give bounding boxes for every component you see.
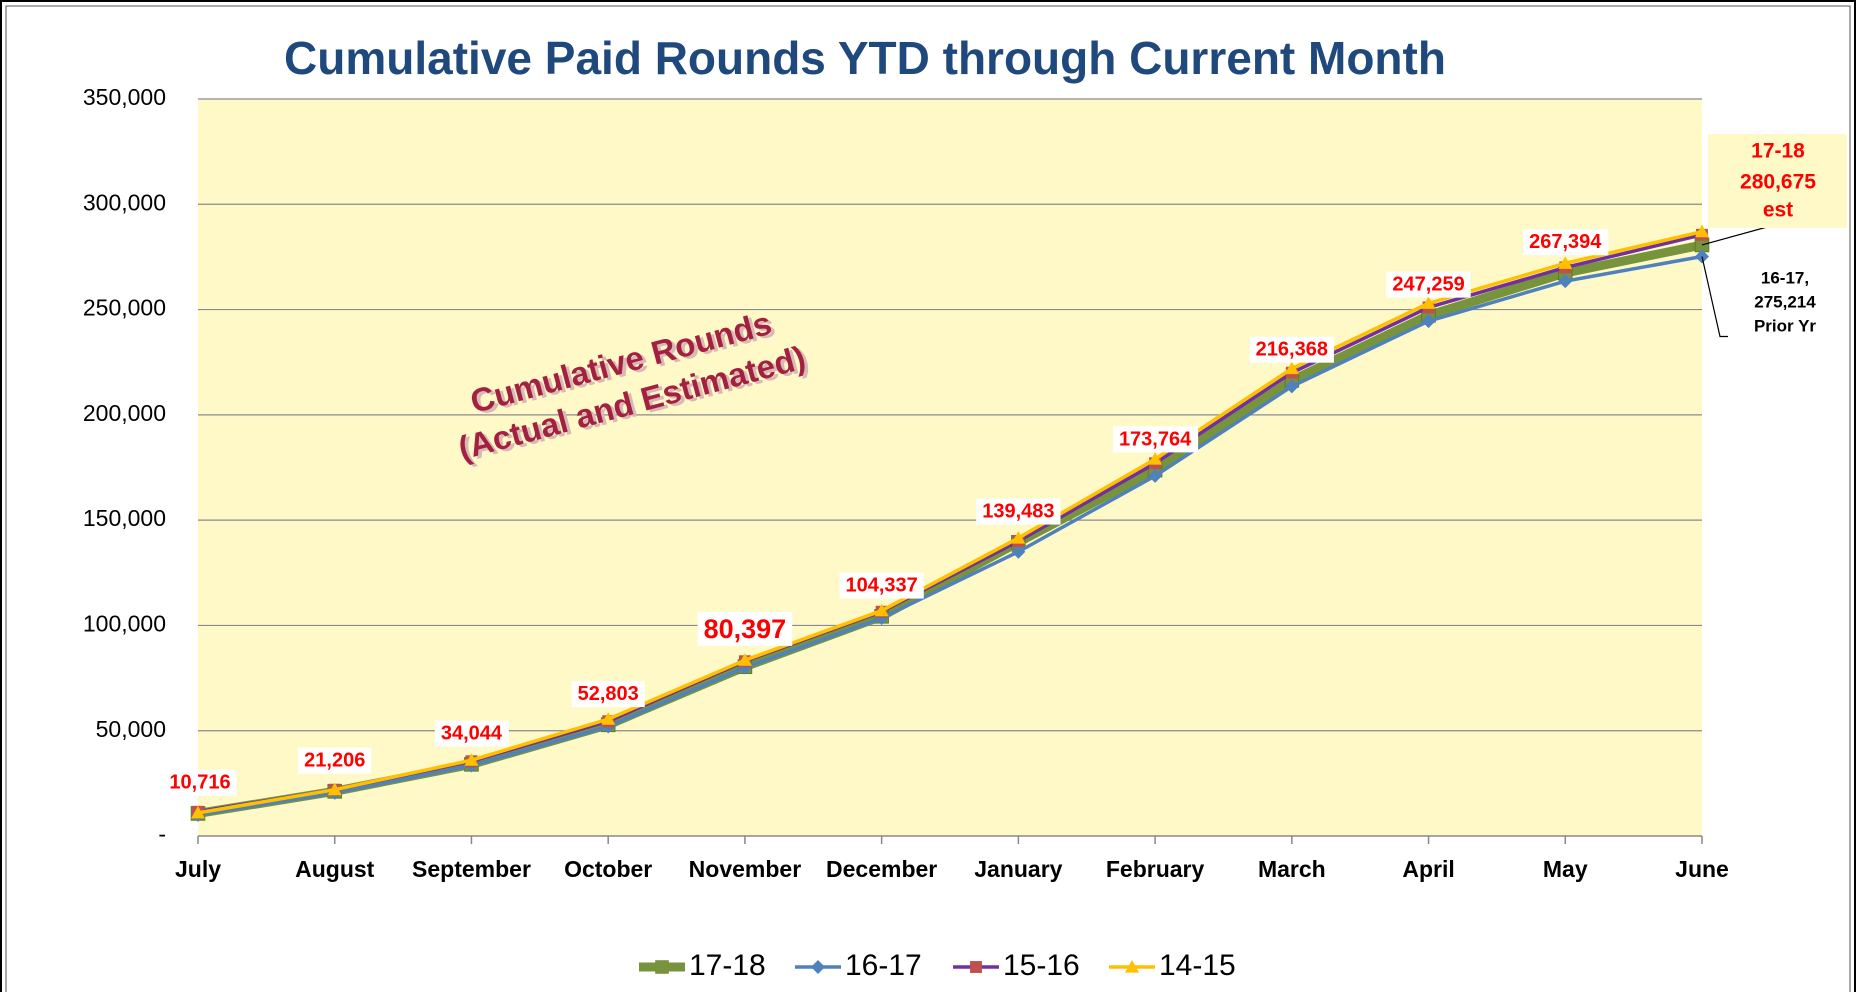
marker <box>1011 531 1026 544</box>
legend-label: 14-15 <box>1159 949 1236 982</box>
data-label-bg <box>1112 426 1199 453</box>
data-label-bg <box>571 681 645 708</box>
data-label: 34,044 <box>434 720 509 747</box>
marker <box>874 603 889 617</box>
annotation-text: 16-17, <box>1761 268 1809 287</box>
data-label: 173,764 <box>1112 426 1199 453</box>
marker <box>1558 256 1573 269</box>
data-label: 52,803 <box>571 681 645 708</box>
data-label-text: 139,483 <box>982 501 1054 523</box>
marker <box>970 961 982 973</box>
data-label-bg <box>163 769 237 796</box>
x-tick-label: September <box>412 856 531 882</box>
y-tick-label: 150,000 <box>83 505 166 531</box>
marker <box>1011 544 1026 559</box>
legend-label: 17-18 <box>689 949 766 982</box>
legend-label: 15-16 <box>1003 949 1080 982</box>
leader-line <box>1701 256 1728 338</box>
data-label-text: 52,803 <box>578 683 639 705</box>
data-label: 139,483 <box>976 498 1061 525</box>
y-tick-label: 50,000 <box>96 716 166 742</box>
data-label-text: 34,044 <box>441 723 503 745</box>
marker <box>1284 361 1299 375</box>
marker <box>1148 468 1163 483</box>
marker <box>1421 296 1436 309</box>
data-label: 10,716 <box>163 769 237 796</box>
data-label-text: 247,259 <box>1392 274 1464 296</box>
series-line <box>197 254 1703 817</box>
annotation-text: 17-18 <box>1751 140 1805 163</box>
annotation-box <box>1708 134 1847 228</box>
x-tick-label: October <box>564 856 652 882</box>
x-tick-label: July <box>175 856 221 882</box>
y-tick-label: 200,000 <box>83 400 166 426</box>
data-label: 104,337 <box>839 572 924 599</box>
data-label-text: 10,716 <box>169 772 230 794</box>
data-label: 80,397 <box>697 611 793 646</box>
x-tick-label: May <box>1543 856 1588 882</box>
y-tick-label: 250,000 <box>83 295 166 321</box>
data-label: 247,259 <box>1386 271 1471 298</box>
y-tick-label: 100,000 <box>83 611 166 637</box>
data-label-bg <box>839 572 924 599</box>
data-label-bg <box>1523 229 1609 256</box>
annotation-text: Prior Yr <box>1754 316 1816 335</box>
data-label: 267,394 <box>1523 229 1609 256</box>
marker <box>811 960 825 974</box>
marker <box>737 653 752 666</box>
x-tick-label: August <box>295 856 375 882</box>
annotation-text: 280,675 <box>1740 171 1816 194</box>
x-tick-label: December <box>826 856 937 882</box>
y-tick-label: - <box>158 821 166 847</box>
data-label-text: 216,368 <box>1256 339 1328 361</box>
chart-title: Cumulative Paid Rounds YTD through Curre… <box>284 32 1446 84</box>
marker <box>1284 379 1299 394</box>
plot-area <box>198 99 1702 836</box>
marker <box>1148 452 1163 465</box>
data-label-bg <box>434 720 509 747</box>
x-tick-label: January <box>974 856 1062 882</box>
marker <box>1421 314 1436 329</box>
y-tick-label: 350,000 <box>83 84 166 110</box>
x-tick-label: March <box>1258 856 1326 882</box>
marker <box>1125 960 1139 973</box>
data-label: 216,368 <box>1249 336 1334 363</box>
data-label-text: 21,206 <box>304 750 365 772</box>
x-tick-label: April <box>1402 856 1454 882</box>
marker <box>601 712 616 725</box>
data-label-bg <box>298 747 372 774</box>
chart-inner-border <box>5 5 1851 992</box>
data-label-text: 104,337 <box>845 575 917 597</box>
data-label-bg <box>1249 336 1334 363</box>
data-label: 21,206 <box>298 747 372 774</box>
marker <box>1558 274 1573 289</box>
x-tick-label: February <box>1106 856 1205 882</box>
marker <box>1695 224 1709 238</box>
y-tick-label: 300,000 <box>83 189 166 215</box>
annotation-text: 275,214 <box>1754 292 1816 311</box>
marker <box>464 753 479 766</box>
annotation-text: est <box>1763 199 1793 222</box>
data-label-bg <box>1386 271 1471 298</box>
data-label-text: 80,397 <box>704 614 787 644</box>
x-tick-label: November <box>689 856 802 882</box>
x-tick-label: June <box>1675 856 1729 882</box>
marker <box>191 805 205 819</box>
data-label-bg <box>976 498 1061 525</box>
data-label-text: 267,394 <box>1529 231 1602 253</box>
data-label-text: 173,764 <box>1119 428 1192 450</box>
marker <box>655 960 669 974</box>
marker <box>327 782 342 796</box>
legend-label: 16-17 <box>845 949 922 982</box>
data-label-bg <box>697 611 793 646</box>
